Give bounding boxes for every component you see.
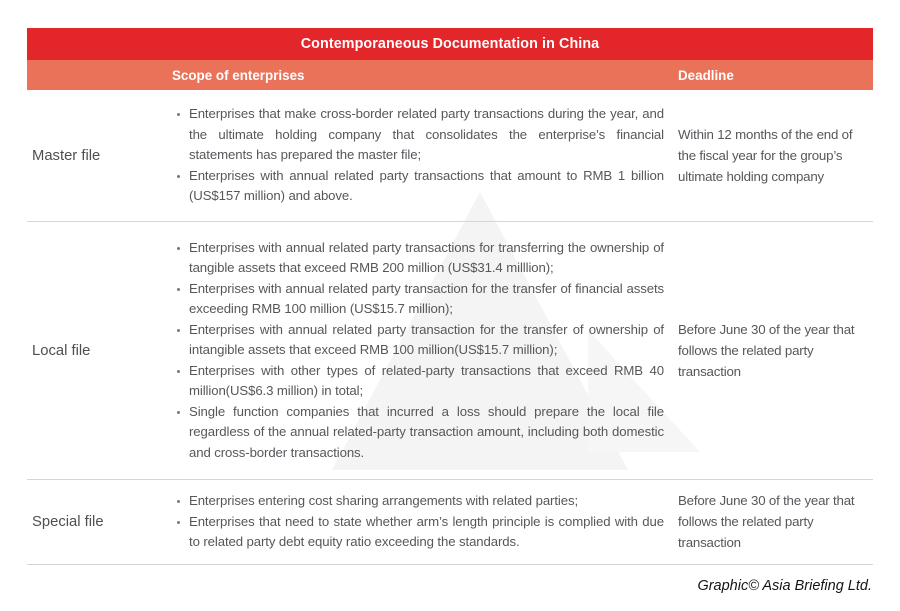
column-header-row: Scope of enterprises Deadline [27, 60, 873, 90]
table-row-special-file: Special file Enterprises entering cost s… [27, 480, 873, 565]
documentation-table: Contemporaneous Documentation in China S… [27, 28, 873, 594]
column-header-deadline: Deadline [678, 67, 734, 83]
file-type-label: Master file [32, 147, 101, 164]
scope-bullet: Enterprises that make cross-border relat… [175, 104, 664, 166]
deadline-cell: Before June 30 of the year that follows … [678, 493, 855, 551]
deadline-cell: Before June 30 of the year that follows … [678, 322, 855, 379]
table-title-bar: Contemporaneous Documentation in China [27, 28, 873, 60]
deadline-cell: Within 12 months of the end of the fisca… [678, 127, 853, 184]
scope-bullet: Enterprises entering cost sharing arrang… [175, 491, 664, 512]
scope-bullet: Enterprises with other types of related-… [175, 361, 664, 402]
scope-bullet: Enterprises that need to state whether a… [175, 512, 664, 553]
scope-bullet-list: Enterprises entering cost sharing arrang… [172, 480, 678, 564]
scope-bullet: Enterprises with annual related party tr… [175, 279, 664, 320]
graphic-credit: Graphic© Asia Briefing Ltd. [697, 577, 872, 594]
table-row-local-file: Local file Enterprises with annual relat… [27, 222, 873, 480]
scope-bullet: Single function companies that incurred … [175, 402, 664, 464]
scope-bullet-list: Enterprises with annual related party tr… [172, 227, 678, 475]
file-type-label: Local file [32, 342, 91, 359]
scope-bullet: Enterprises with annual related party tr… [175, 320, 664, 361]
table-title: Contemporaneous Documentation in China [300, 36, 600, 52]
file-type-label: Special file [32, 513, 104, 530]
scope-bullet: Enterprises with annual related party tr… [175, 166, 664, 207]
scope-bullet: Enterprises with annual related party tr… [175, 238, 664, 279]
table-row-master-file: Master file Enterprises that make cross-… [27, 90, 873, 222]
scope-bullet-list: Enterprises that make cross-border relat… [172, 93, 678, 218]
column-header-scope: Scope of enterprises [172, 67, 305, 83]
